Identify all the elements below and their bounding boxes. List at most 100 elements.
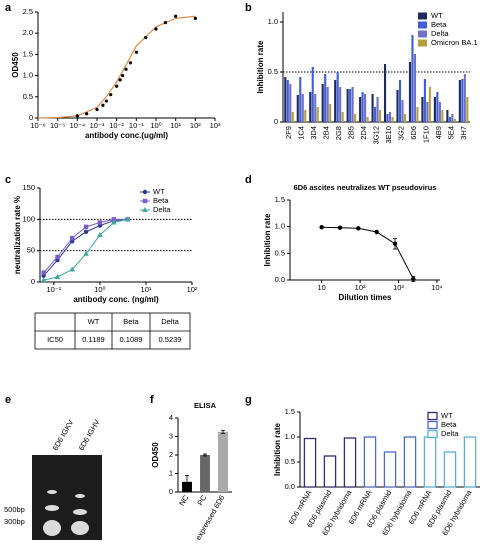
bar xyxy=(301,94,304,122)
legend-label: Omicron BA.1 xyxy=(431,38,478,47)
bar xyxy=(346,89,349,122)
bar xyxy=(321,84,324,122)
bar xyxy=(433,97,436,122)
x-tick-label: 2D4 xyxy=(359,126,368,140)
point xyxy=(337,225,343,230)
y-tick-label: 2.5 xyxy=(23,7,33,16)
bar xyxy=(361,92,364,122)
x-tick-label: 2B5 xyxy=(347,126,356,139)
x-tick-label: 10⁻⁶ xyxy=(30,121,45,130)
legend-label: WT xyxy=(431,11,443,20)
x-tick-label: 10² xyxy=(355,283,366,292)
point xyxy=(128,61,133,65)
x-tick-label: 10⁻⁵ xyxy=(50,121,65,130)
y-tick-label: 1.5 xyxy=(285,407,295,416)
bar xyxy=(286,80,289,122)
table-cell: IC50 xyxy=(47,335,63,344)
y-tick-label: 1.0 xyxy=(275,222,285,231)
point xyxy=(154,27,158,31)
point xyxy=(83,250,89,256)
point xyxy=(55,254,60,260)
x-tick-label: 3D4 xyxy=(309,126,318,140)
bar xyxy=(441,110,444,122)
point xyxy=(97,232,103,237)
panel-label: c xyxy=(5,174,11,186)
y-tick-label: 0.5 xyxy=(275,248,285,257)
x-tick-label: NC xyxy=(177,493,191,507)
legend-swatch xyxy=(427,411,438,421)
x-tick-label: 10² xyxy=(187,285,198,294)
y-tick-label: 0.0 xyxy=(275,275,285,284)
gel-band xyxy=(47,490,57,494)
axis-line xyxy=(289,200,440,281)
bar xyxy=(351,87,354,122)
table-header: Beta xyxy=(123,317,139,326)
bar xyxy=(323,455,337,488)
table-cell: 0.5239 xyxy=(159,335,182,344)
point xyxy=(193,16,197,20)
error-bar xyxy=(221,429,225,434)
legend-label: Beta xyxy=(153,196,169,205)
y-tick-label: 2 xyxy=(169,450,173,459)
point xyxy=(75,114,79,118)
x-tick-label: 10 xyxy=(317,283,325,292)
point xyxy=(97,220,103,225)
y-tick-label: 150 xyxy=(22,183,35,192)
gel-band xyxy=(43,520,61,536)
x-tick-label: 10⁻¹ xyxy=(129,121,144,130)
bar xyxy=(443,451,457,488)
y-tick-label: 1.0 xyxy=(23,71,33,80)
bar xyxy=(453,119,456,122)
x-tick-label: 3H7 xyxy=(459,126,468,140)
legend-label: Beta xyxy=(441,420,457,429)
error-bar xyxy=(203,453,207,457)
x-tick-label: 10⁻⁴ xyxy=(70,121,86,130)
point xyxy=(120,74,125,78)
bar xyxy=(386,114,389,122)
legend-swatch xyxy=(418,21,427,29)
legend-marker xyxy=(142,198,148,204)
table-cell: 0.1189 xyxy=(82,335,104,344)
bar xyxy=(396,90,399,122)
bar xyxy=(463,436,477,488)
x-tick-label: 3G2 xyxy=(396,126,405,140)
x-tick-label: 10⁻¹ xyxy=(46,285,61,294)
point xyxy=(111,217,116,222)
panel-label: g xyxy=(245,394,252,406)
point xyxy=(124,67,128,71)
bar xyxy=(458,80,461,122)
point xyxy=(163,21,167,25)
bar xyxy=(363,436,377,488)
bar xyxy=(378,110,382,122)
gel-band xyxy=(75,494,85,498)
bar xyxy=(436,92,439,122)
bar xyxy=(309,92,312,122)
bar xyxy=(416,107,419,122)
x-tick-label: 1F10 xyxy=(421,126,430,143)
y-tick-label: 0.0 xyxy=(285,482,295,491)
legend-swatch xyxy=(427,420,438,430)
legend-marker xyxy=(142,189,148,195)
panel-label: f xyxy=(150,394,154,406)
bar xyxy=(336,72,339,122)
x-tick-label: 1C4 xyxy=(297,126,306,140)
x-tick-label: 10⁻³ xyxy=(90,121,105,130)
x-tick-label: 6D6 xyxy=(409,126,418,140)
y-tick-label: 2.0 xyxy=(23,28,33,37)
x-tick-label: 10³ xyxy=(210,121,221,130)
chart-title: 6D6 ascites neutralizes WT pseudovirus xyxy=(294,183,437,192)
point xyxy=(118,78,122,82)
legend-swatch xyxy=(427,429,438,439)
point xyxy=(115,84,119,88)
bar xyxy=(354,114,357,122)
bar xyxy=(423,436,437,488)
bar xyxy=(423,79,426,122)
bar xyxy=(291,112,294,122)
bar xyxy=(466,97,469,122)
bar xyxy=(426,102,429,122)
bar xyxy=(311,67,314,122)
fit-curve xyxy=(37,15,196,119)
bar xyxy=(303,437,317,488)
legend-label: WT xyxy=(153,187,165,196)
